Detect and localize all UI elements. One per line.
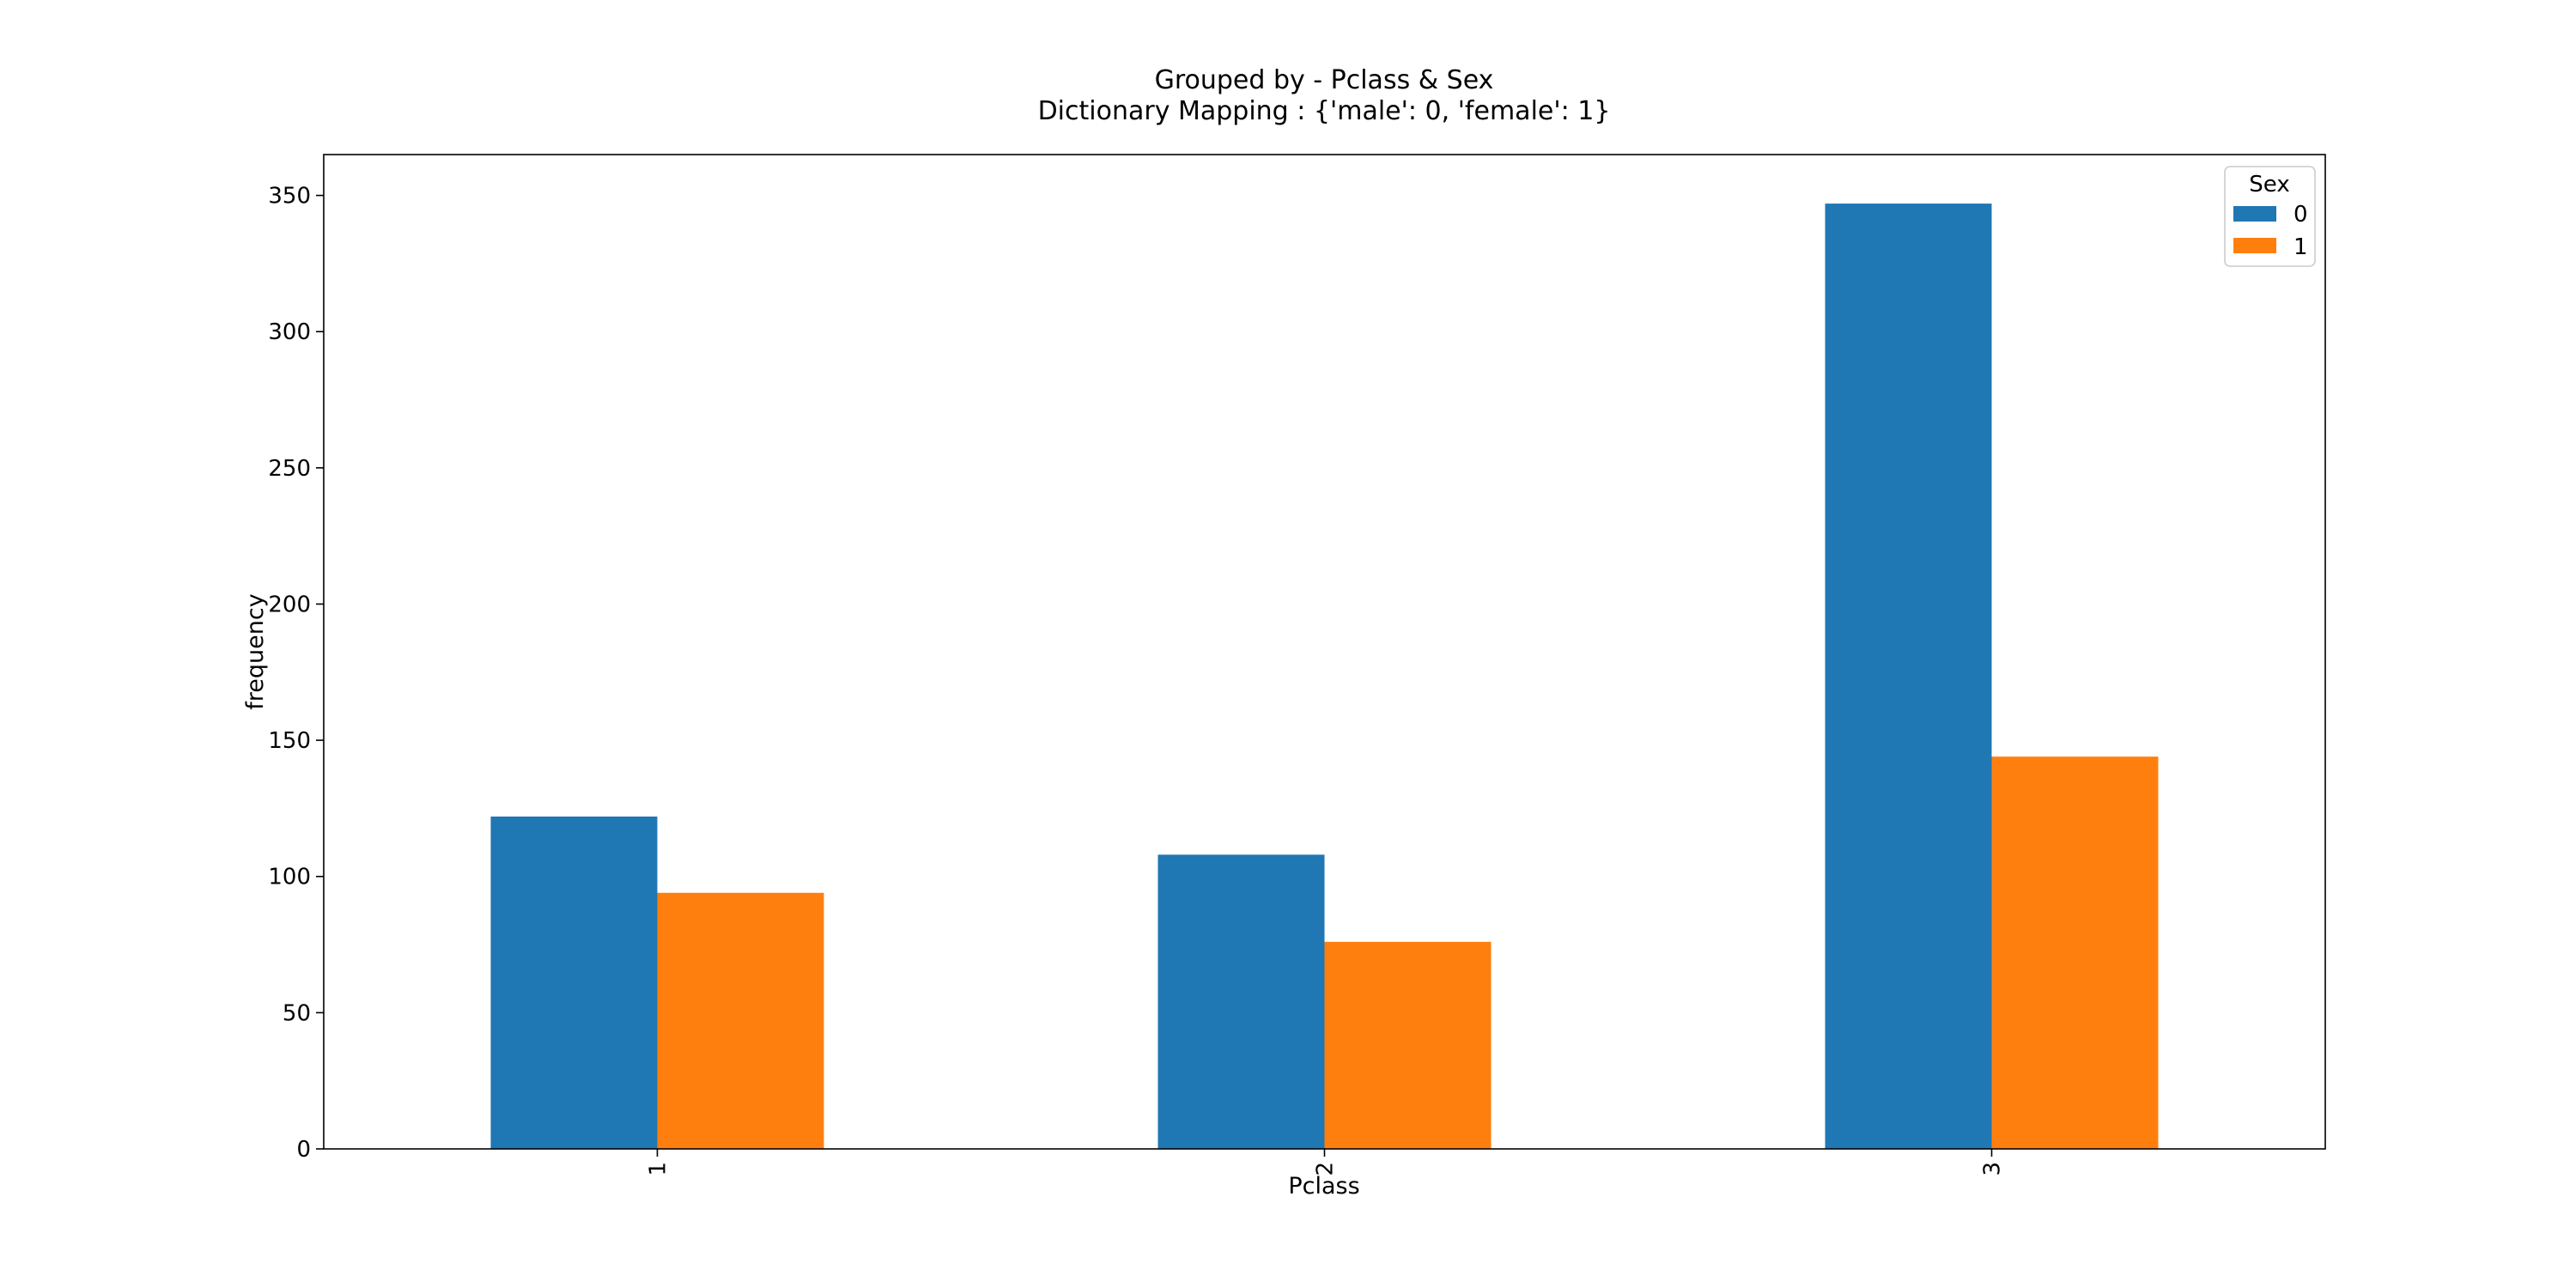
legend-title: Sex [2249,172,2289,197]
bar-series-0-class-1 [490,816,658,1149]
bars-group [490,204,2159,1150]
y-tick-label: 250 [268,456,311,482]
chart-title: Grouped by - Pclass & Sex [1155,65,1494,95]
x-tick-label: 1 [646,1162,671,1176]
legend-swatch-0 [2233,206,2276,222]
x-tick-label: 2 [1313,1162,1339,1176]
y-axis-label: frequency [242,593,269,709]
y-tick-label: 0 [296,1137,311,1163]
y-axis: 0 50 100 150 200 250 300 350 [268,184,324,1163]
bar-series-1-class-3 [1991,756,2159,1149]
legend-label-0: 0 [2293,202,2308,228]
bar-series-1-class-1 [657,892,824,1149]
bar-series-1-class-2 [1324,941,1492,1149]
x-tick-label: 3 [1980,1162,2006,1176]
legend: Sex 0 1 [2224,166,2316,267]
bar-series-0-class-2 [1157,854,1325,1149]
y-tick-label: 50 [283,1000,311,1026]
y-tick-label: 350 [268,184,311,210]
y-tick-label: 100 [268,865,311,890]
legend-label-1: 1 [2293,234,2308,260]
y-tick-label: 150 [268,728,311,754]
legend-swatch-1 [2233,238,2276,253]
bar-series-0-class-3 [1825,204,1992,1150]
plot-frame [323,154,2326,1150]
x-axis: 1 2 3 [646,1149,2006,1176]
x-axis-label: Pclass [1288,1173,1359,1200]
y-tick-label: 300 [268,319,311,345]
chart-subtitle: Dictionary Mapping : {'male': 0, 'female… [1038,96,1611,126]
y-tick-label: 200 [268,592,311,617]
